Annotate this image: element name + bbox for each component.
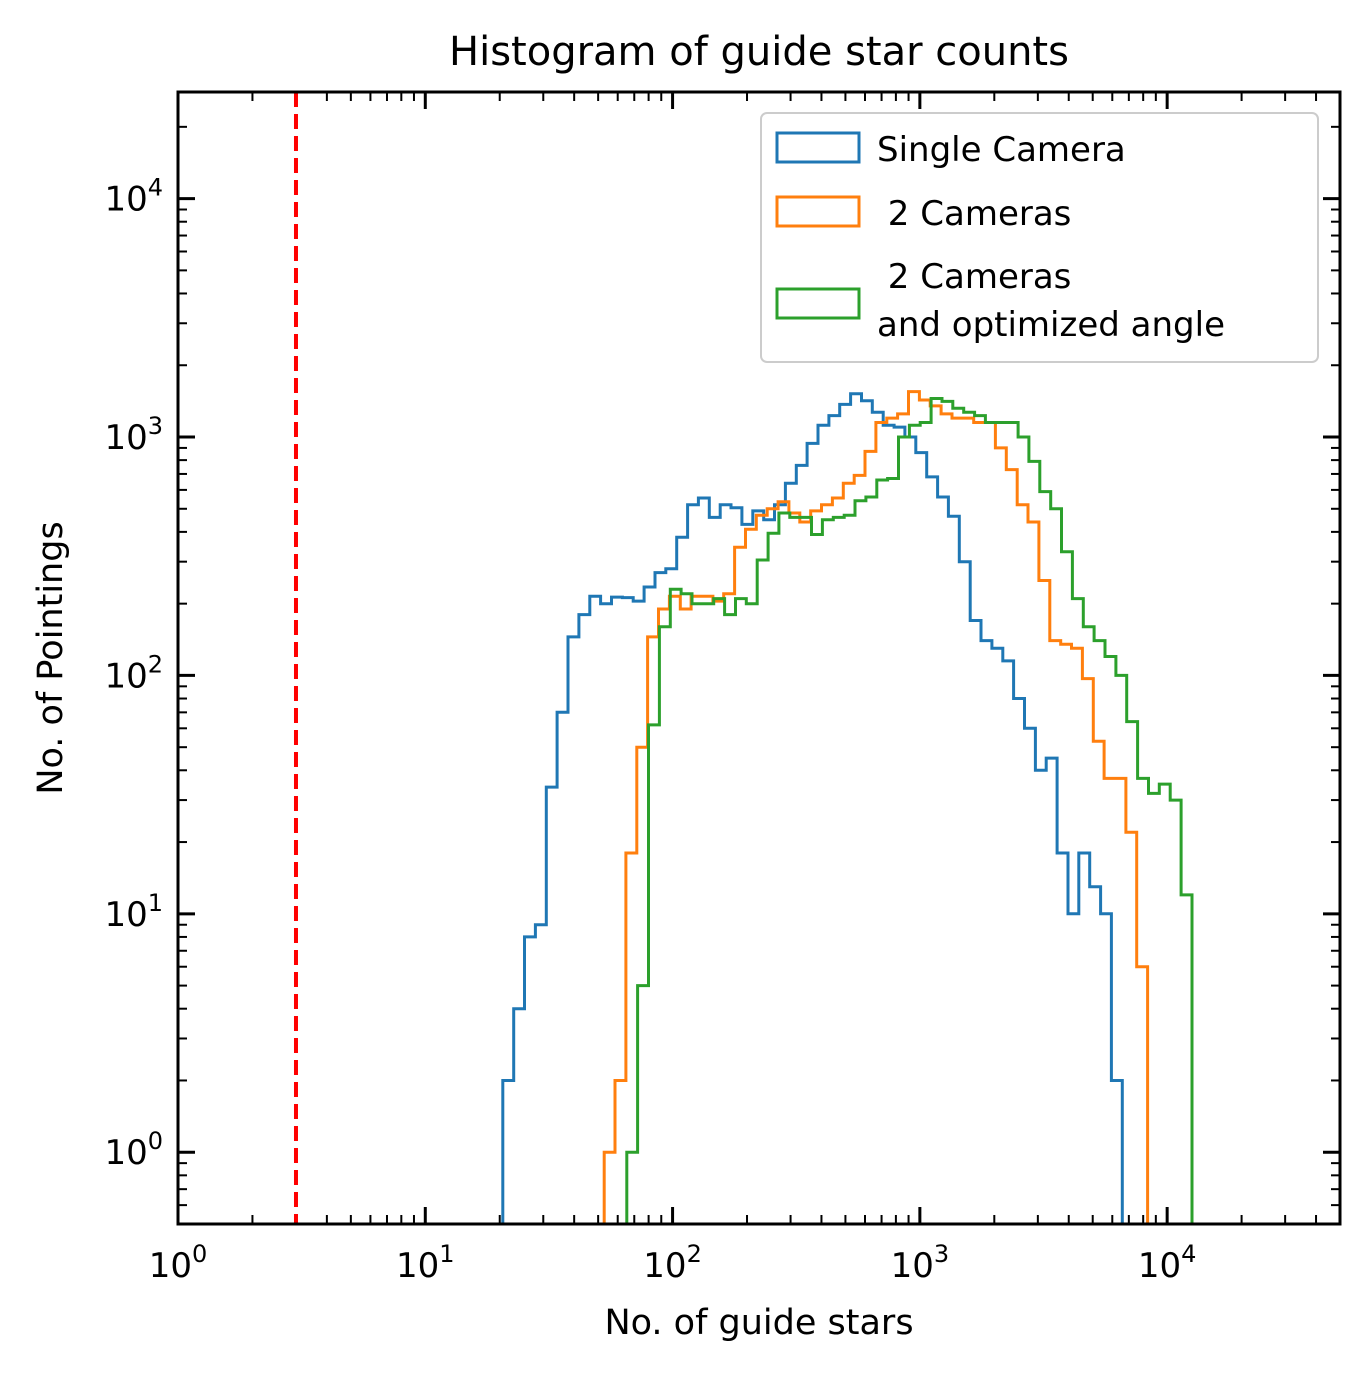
series-single-camera [501,392,1124,1224]
legend-label-single-camera: Single Camera [877,130,1126,170]
x-tick-label: 100 [149,1240,208,1286]
y-tick-label: 104 [104,174,163,220]
x-tick-label: 102 [643,1240,702,1286]
legend-label-2-cameras-optimized: 2 Cameras and optimized angle [877,257,1225,345]
y-axis-label: No. of Pointings [31,521,71,794]
x-axis-label: No. of guide stars [604,1303,913,1343]
legend-swatch-single-camera [775,131,861,164]
legend-swatch-2-cameras-optimized [775,287,861,320]
legend-box [760,112,1319,363]
x-tick-label: 104 [1138,1240,1197,1286]
y-tick-label: 103 [104,412,163,458]
x-tick-label: 101 [396,1240,455,1286]
legend-swatch-2-cameras [775,195,861,228]
legend-label-2-cameras: 2 Cameras [877,194,1071,234]
y-tick-label: 100 [104,1127,163,1173]
plot-area [293,92,1194,1224]
legend: Single Camera 2 Cameras 2 Cameras and op… [760,112,1319,363]
y-tick-label: 102 [104,650,163,696]
y-tick-label: 101 [104,889,163,935]
y-tick-labels: 100 101 102 103 104 [104,174,163,1174]
x-tick-labels: 100 101 102 103 104 [149,1240,1197,1286]
x-tick-label: 103 [891,1240,950,1286]
axes-frame [176,90,1342,1226]
series-2-cameras [602,390,1150,1224]
series-2-cameras-optimized [625,397,1194,1224]
chart-title: Histogram of guide star counts [449,29,1069,75]
major-ticks [178,92,1340,1224]
